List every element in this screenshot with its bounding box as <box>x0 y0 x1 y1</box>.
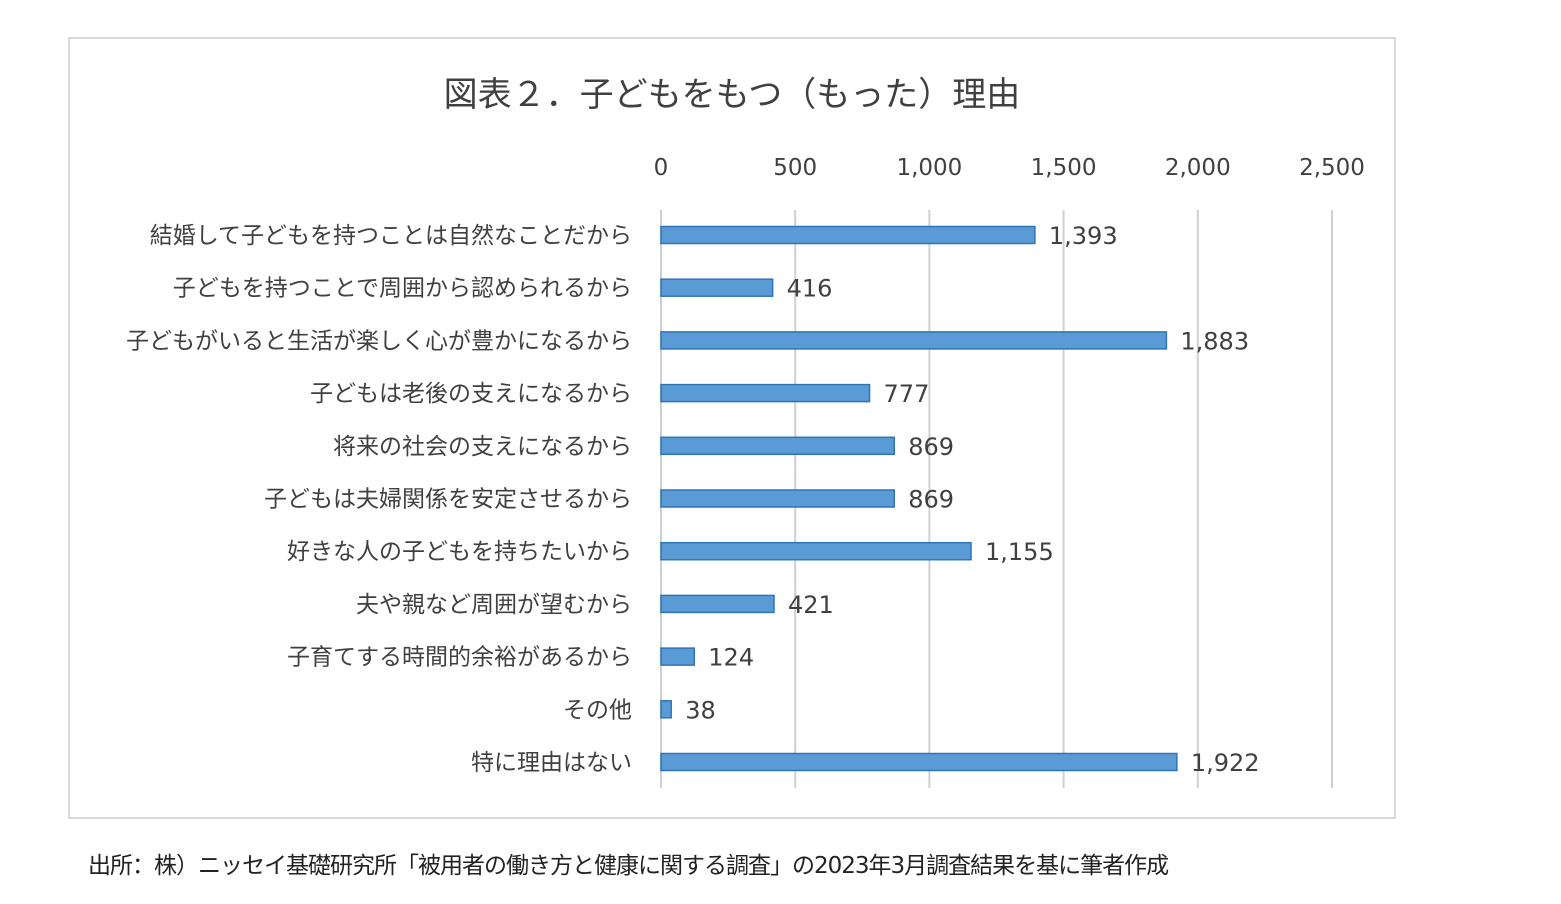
x-axis-ticks: 0 500 1,000 1,500 2,000 2,500 <box>654 155 1365 181</box>
value-label: 869 <box>908 433 954 461</box>
bar <box>660 541 972 561</box>
category-label: 特に理由はない <box>471 750 632 776</box>
category-label: 子どもは老後の支えになるから <box>310 381 632 407</box>
category-label: 子育てする時間的余裕があるから <box>287 645 632 671</box>
bar <box>660 436 895 456</box>
value-label: 416 <box>787 275 833 303</box>
value-label: 1,883 <box>1180 327 1249 355</box>
value-label: 1,393 <box>1049 222 1118 250</box>
bar <box>660 383 871 403</box>
x-tick-label: 500 <box>773 155 817 181</box>
category-label: 結婚して子どもを持つことは自然なことだから <box>150 223 632 249</box>
bar <box>660 700 672 719</box>
value-label: 124 <box>708 644 754 672</box>
category-label: 子どもを持つことで周囲から認められるから <box>173 276 632 302</box>
source-note: 出所：株）ニッセイ基礎研究所「被用者の働き方と健康に関する調査」の2023年3月… <box>88 853 1169 879</box>
category-label: 好きな人の子どもを持ちたいから <box>287 539 632 565</box>
x-tick-label: 1,000 <box>896 155 962 181</box>
value-label: 421 <box>788 591 834 619</box>
x-tick-label: 1,500 <box>1031 155 1097 181</box>
chart-title: 図表２．子どもをもつ（もった）理由 <box>444 75 1021 115</box>
value-label: 1,922 <box>1191 749 1260 777</box>
bar <box>660 752 1178 772</box>
value-labels: 1,393 416 1,883 777 869 869 1,155 421 124 38 1,922 <box>685 222 1259 777</box>
x-tick-label: 2,000 <box>1165 155 1231 181</box>
category-label: 子どもがいると生活が楽しく心が豊かになるから <box>126 328 632 354</box>
bars <box>660 225 1178 772</box>
bar <box>660 225 1036 245</box>
bar <box>660 594 775 614</box>
value-label: 869 <box>908 486 954 514</box>
category-label: 子どもは夫婦関係を安定させるから <box>264 487 632 513</box>
x-tick-label: 2,500 <box>1299 155 1365 181</box>
category-label: 夫や親など周囲が望むから <box>356 592 632 618</box>
bar <box>660 647 696 666</box>
chart-frame <box>68 37 1396 819</box>
gridlines <box>660 210 1333 788</box>
category-label: その他 <box>563 697 632 723</box>
x-tick-label: 0 <box>654 155 669 181</box>
bar <box>660 489 895 508</box>
bar <box>660 278 774 297</box>
value-label: 1,155 <box>985 538 1054 566</box>
category-labels: 結婚して子どもを持つことは自然なことだから子どもを持つことで周囲から認められるか… <box>126 223 632 776</box>
value-label: 777 <box>884 380 930 408</box>
category-label: 将来の社会の支えになるから <box>333 434 632 460</box>
value-label: 38 <box>685 696 716 724</box>
bar <box>660 331 1168 350</box>
